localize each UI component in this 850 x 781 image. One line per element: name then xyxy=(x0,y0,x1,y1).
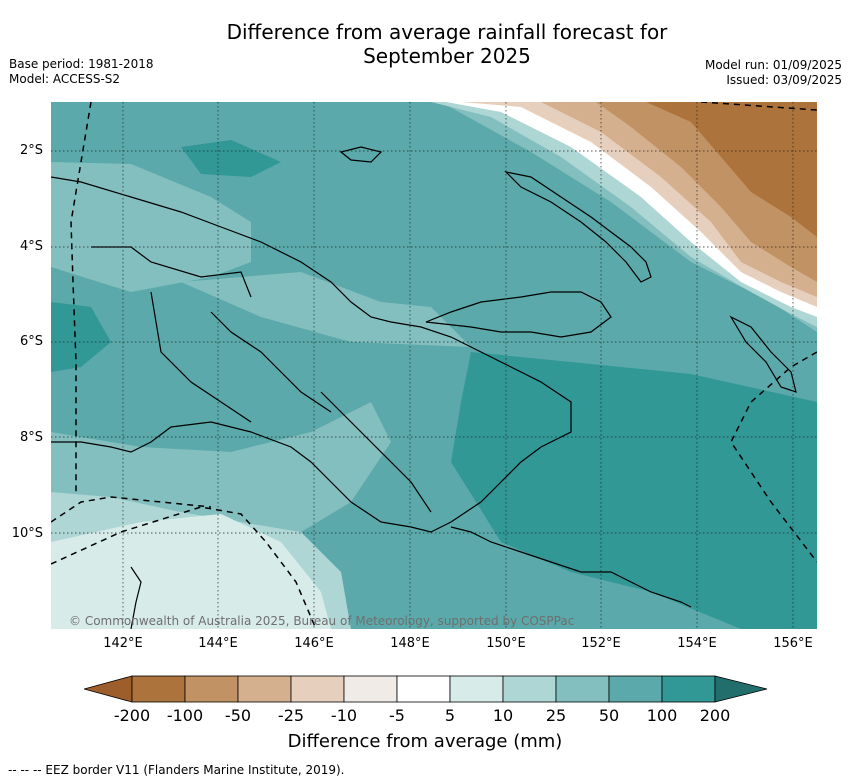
legend-swatch-1 xyxy=(131,675,186,703)
zone-north-dark xyxy=(181,140,281,177)
model-text: Model: ACCESS-S2 xyxy=(9,72,121,86)
title-line-1: Difference from average rainfall forecas… xyxy=(226,20,668,44)
lon-label-142e: 142°E xyxy=(103,636,143,651)
lon-label-148e: 148°E xyxy=(390,636,430,651)
legend-tick: 200 xyxy=(699,706,731,725)
legend-swatch-4 xyxy=(290,675,345,703)
lon-label-152e: 152°E xyxy=(581,636,621,651)
legend-tick: 5 xyxy=(444,706,456,725)
legend-swatch-7 xyxy=(449,675,504,703)
lon-label-146e: 146°E xyxy=(294,636,334,651)
zone-central-light xyxy=(181,272,471,347)
eez-border-south-a xyxy=(51,496,212,523)
new-ireland-coast xyxy=(504,171,652,283)
province-border-central xyxy=(210,311,332,413)
eez-border-east xyxy=(730,351,817,563)
province-border-east xyxy=(320,391,432,513)
legend-swatch-9 xyxy=(555,675,610,703)
legend-tick: 100 xyxy=(646,706,678,725)
colour-legend xyxy=(82,674,768,708)
legend-tick: 25 xyxy=(545,706,567,725)
title-line-2: September 2025 xyxy=(363,44,531,68)
zone-west-dark xyxy=(51,302,111,372)
zone-dry-strong xyxy=(646,102,817,237)
legend-swatch-2 xyxy=(184,675,239,703)
legend-tick: -200 xyxy=(113,706,151,725)
zone-west-light xyxy=(51,162,251,292)
run-info: Model run: 01/09/2025 Issued: 03/09/2025 xyxy=(705,58,842,88)
new-britain-coast xyxy=(425,291,612,338)
legend-tick: 10 xyxy=(492,706,514,725)
base-info: Base period: 1981-2018 Model: ACCESS-S2 xyxy=(9,57,154,87)
eez-border-south-b xyxy=(51,506,317,629)
legend-swatch-10 xyxy=(608,675,663,703)
issued-text: Issued: 03/09/2025 xyxy=(726,73,842,87)
model-run-text: Model run: 01/09/2025 xyxy=(704,58,842,72)
eez-border-north xyxy=(700,102,817,111)
legend-tick: 50 xyxy=(598,706,620,725)
legend-title: Difference from average (mm) xyxy=(287,731,563,752)
cape-york-coast xyxy=(130,566,142,629)
legend-swatch-5 xyxy=(343,675,398,703)
legend-tick: -5 xyxy=(389,706,405,725)
legend-tick: -10 xyxy=(330,706,358,725)
province-border-south xyxy=(150,291,252,423)
lon-label-150e: 150°E xyxy=(486,636,526,651)
lat-label-10s: 10°S xyxy=(11,526,43,541)
legend-swatch-3 xyxy=(237,675,292,703)
bougainville-coast xyxy=(729,315,797,393)
base-period-text: Base period: 1981-2018 xyxy=(9,57,154,71)
legend-swatch-6 xyxy=(396,675,451,703)
lon-label-144e: 144°E xyxy=(198,636,238,651)
zone-newireland-mid xyxy=(591,302,751,374)
legend-tick: -100 xyxy=(166,706,204,725)
eez-footnote: -- -- -- EEZ border V11 (Flanders Marine… xyxy=(8,763,345,777)
legend-swatch-8 xyxy=(502,675,557,703)
legend-arrow-right xyxy=(714,675,768,703)
lat-label-4s: 4°S xyxy=(19,239,43,254)
zone-coral-lightest xyxy=(51,514,331,629)
lon-label-156e: 156°E xyxy=(773,636,813,651)
manus-coast xyxy=(339,146,383,163)
legend-tick: -25 xyxy=(277,706,305,725)
map-panel xyxy=(51,102,817,629)
legend-tick: -50 xyxy=(224,706,252,725)
legend-bar xyxy=(82,675,768,703)
lon-label-154e: 154°E xyxy=(677,636,717,651)
lat-label-6s: 6°S xyxy=(19,334,43,349)
rainfall-map xyxy=(51,102,817,629)
copyright-text: © Commonwealth of Australia 2025, Bureau… xyxy=(69,614,575,628)
new-guinea-coast xyxy=(51,176,572,533)
legend-swatch-11 xyxy=(661,675,716,703)
chart-title: Difference from average rainfall forecas… xyxy=(0,20,850,68)
papuan-peninsula-coast xyxy=(450,526,692,608)
lat-label-2s: 2°S xyxy=(19,143,43,158)
legend-arrow-left xyxy=(82,675,133,703)
lat-label-8s: 8°S xyxy=(19,430,43,445)
